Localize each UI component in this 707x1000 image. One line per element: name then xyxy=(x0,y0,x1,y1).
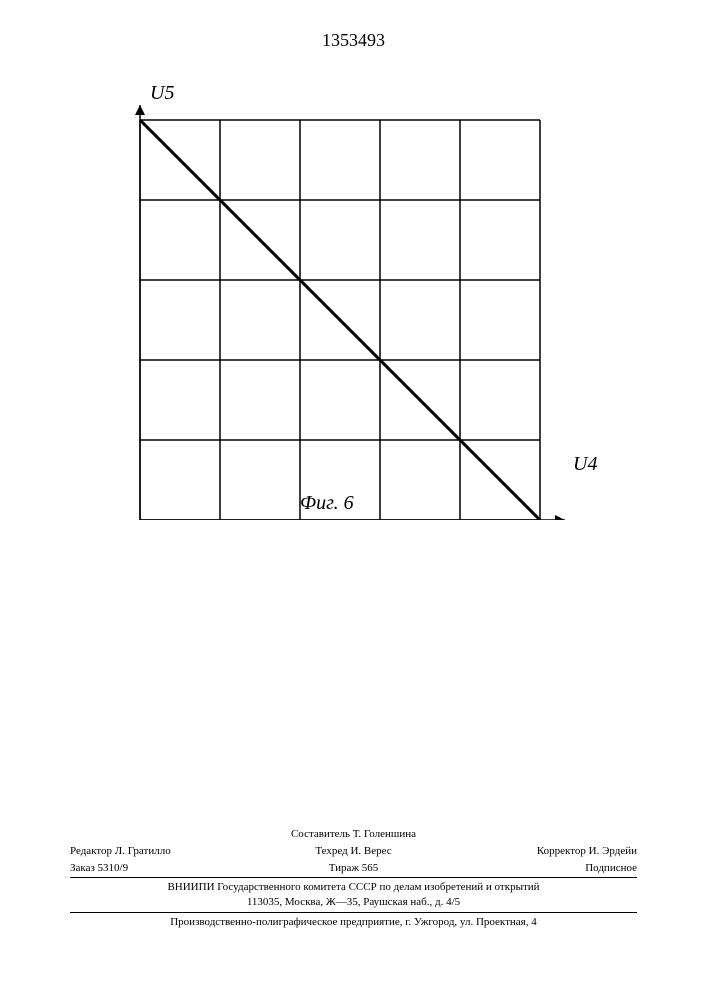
divider-2 xyxy=(70,912,637,913)
print-row: Заказ 5310/9 Тираж 565 Подписное xyxy=(70,861,637,876)
figure-label: Фиг. 6 xyxy=(300,492,354,515)
org-line-1: ВНИИПИ Государственного комитета СССР по… xyxy=(70,880,637,895)
editor: Редактор Л. Гратилло xyxy=(70,844,259,859)
credits-row: Редактор Л. Гратилло Техред И. Верес Кор… xyxy=(70,844,637,859)
footer: Составитель Т. Голеншина Редактор Л. Гра… xyxy=(70,827,637,930)
techred: Техред И. Верес xyxy=(259,844,448,859)
corrector: Корректор И. Эрдейи xyxy=(448,844,637,859)
page-number: 1353493 xyxy=(0,30,707,51)
chart-svg xyxy=(120,100,580,520)
chart xyxy=(120,100,550,500)
compiler: Составитель Т. Голеншина xyxy=(70,827,637,842)
subscription: Подписное xyxy=(448,861,637,876)
printer: Производственно-полиграфическое предприя… xyxy=(70,915,637,930)
org-line-2: 113035, Москва, Ж—35, Раушская наб., д. … xyxy=(70,895,637,910)
order: Заказ 5310/9 xyxy=(70,861,259,876)
circulation: Тираж 565 xyxy=(259,861,448,876)
divider-1 xyxy=(70,877,637,878)
